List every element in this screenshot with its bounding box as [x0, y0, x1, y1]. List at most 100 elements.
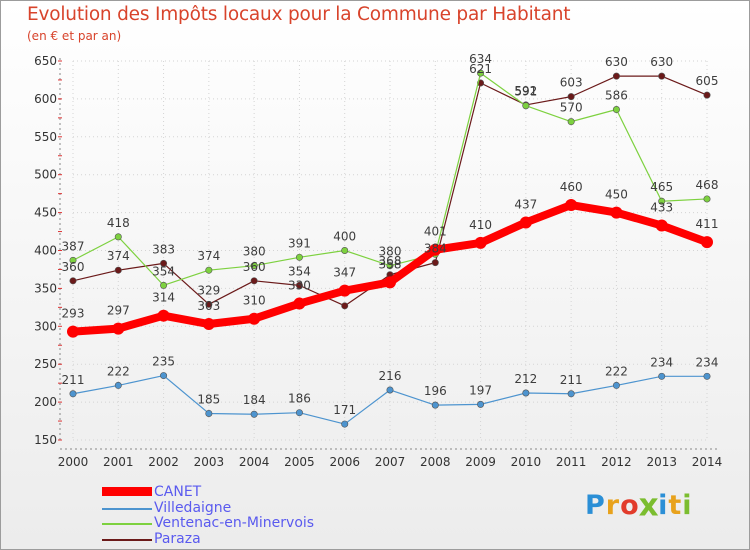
- data-label-canet: 358: [379, 257, 402, 271]
- data-point-villedaigne: [250, 410, 258, 418]
- data-point-villedaigne: [69, 390, 77, 398]
- data-label-paraza: 630: [605, 55, 628, 69]
- data-label-ventenac-en-minervois: 591: [514, 85, 537, 99]
- data-point-canet: [565, 199, 578, 212]
- y-tick-label: 250: [34, 357, 57, 371]
- data-label-villedaigne: 211: [62, 373, 85, 387]
- data-point-villedaigne: [612, 381, 620, 389]
- data-point-ventenac-en-minervois: [114, 233, 122, 241]
- legend-swatch: [102, 523, 152, 525]
- data-label-ventenac-en-minervois: 570: [560, 101, 583, 115]
- data-point-villedaigne: [477, 400, 485, 408]
- data-point-ventenac-en-minervois: [522, 102, 530, 110]
- data-point-canet: [429, 243, 442, 256]
- data-label-canet: 460: [560, 180, 583, 194]
- legend-swatch: [102, 487, 152, 496]
- y-tick-label: 450: [34, 206, 57, 220]
- data-point-canet: [519, 216, 532, 229]
- data-point-villedaigne: [567, 390, 575, 398]
- y-tick-label: 300: [34, 319, 57, 333]
- data-label-canet: 314: [152, 291, 175, 305]
- data-label-villedaigne: 234: [650, 355, 673, 369]
- y-tick-label: 400: [34, 244, 57, 258]
- chart-subtitle: (en € et par an): [27, 29, 122, 43]
- legend-label: Villedaigne: [154, 499, 232, 516]
- data-point-villedaigne: [114, 381, 122, 389]
- data-label-villedaigne: 216: [379, 369, 402, 383]
- data-point-villedaigne: [386, 386, 394, 394]
- data-point-canet: [157, 309, 170, 322]
- data-point-canet: [338, 284, 351, 297]
- data-label-canet: 310: [243, 294, 266, 308]
- data-label-villedaigne: 184: [243, 393, 266, 407]
- legend-swatch: [102, 507, 152, 510]
- legend-swatch: [102, 538, 152, 541]
- data-label-canet: 410: [469, 218, 492, 232]
- data-labels: 360 374 383 329 360 354 368 384 621 592 603 630 630 6…: [62, 52, 719, 417]
- data-point-villedaigne: [431, 401, 439, 409]
- data-label-paraza: 603: [560, 76, 583, 90]
- data-point-ventenac-en-minervois: [703, 195, 711, 203]
- data-label-ventenac-en-minervois: 380: [243, 245, 266, 259]
- data-point-canet: [474, 236, 487, 249]
- data-point-villedaigne: [522, 389, 530, 397]
- data-point-ventenac-en-minervois: [386, 262, 394, 270]
- y-tick-label: 350: [34, 281, 57, 295]
- data-label-canet: 401: [424, 225, 447, 239]
- x-tick-label: 2007: [375, 455, 406, 469]
- y-tick-label: 650: [34, 54, 57, 68]
- data-point-villedaigne: [341, 420, 349, 428]
- data-label-canet: 293: [62, 307, 85, 321]
- data-label-villedaigne: 212: [514, 372, 537, 386]
- data-point-canet: [655, 219, 668, 232]
- data-point-paraza: [431, 259, 439, 267]
- data-label-paraza: 360: [243, 260, 266, 274]
- y-tick-label: 550: [34, 130, 57, 144]
- data-label-villedaigne: 185: [197, 392, 220, 406]
- legend-label: Ventenac-en-Minervois: [154, 515, 315, 531]
- data-label-paraza: 360: [62, 260, 85, 274]
- x-tick-label: 2011: [556, 455, 587, 469]
- data-point-villedaigne: [703, 372, 711, 380]
- chart-title: Evolution des Impôts locaux pour la Comm…: [27, 4, 571, 25]
- x-tick-label: 2008: [420, 455, 451, 469]
- grid: [72, 60, 708, 441]
- data-point-paraza: [205, 300, 213, 308]
- data-label-ventenac-en-minervois: 380: [379, 245, 402, 259]
- data-point-villedaigne: [658, 372, 666, 380]
- data-point-paraza: [295, 281, 303, 289]
- x-tick-label: 2009: [465, 455, 496, 469]
- data-label-paraza: 383: [152, 242, 175, 256]
- data-point-ventenac-en-minervois: [205, 266, 213, 274]
- data-point-ventenac-en-minervois: [295, 253, 303, 261]
- data-label-canet: 330: [288, 279, 311, 293]
- x-tick-label: 2014: [692, 455, 723, 469]
- data-point-paraza: [703, 91, 711, 99]
- data-label-canet: 437: [514, 197, 537, 211]
- data-point-canet: [202, 318, 215, 331]
- data-point-villedaigne: [160, 372, 168, 380]
- proxiti-logo: Proxiti: [585, 487, 693, 524]
- data-label-ventenac-en-minervois: 465: [650, 180, 673, 194]
- data-point-villedaigne: [205, 409, 213, 417]
- data-label-villedaigne: 186: [288, 392, 311, 406]
- data-label-paraza: 605: [696, 74, 719, 88]
- data-point-paraza: [69, 277, 77, 285]
- data-label-villedaigne: 234: [696, 355, 719, 369]
- data-label-villedaigne: 222: [107, 364, 130, 378]
- data-label-paraza: 621: [469, 62, 492, 76]
- data-label-canet: 297: [107, 304, 130, 318]
- data-point-canet: [610, 206, 623, 219]
- y-tick-label: 150: [34, 433, 57, 447]
- data-point-paraza: [612, 72, 620, 80]
- x-tick-label: 2000: [58, 455, 89, 469]
- data-label-ventenac-en-minervois: 634: [469, 52, 492, 66]
- x-tick-label: 2005: [284, 455, 315, 469]
- data-label-canet: 433: [650, 200, 673, 214]
- data-label-ventenac-en-minervois: 391: [288, 236, 311, 250]
- legend-label: CANET: [154, 484, 202, 500]
- data-label-paraza: 592: [514, 84, 537, 98]
- data-label-ventenac-en-minervois: 354: [152, 264, 175, 278]
- data-label-canet: 347: [333, 266, 356, 280]
